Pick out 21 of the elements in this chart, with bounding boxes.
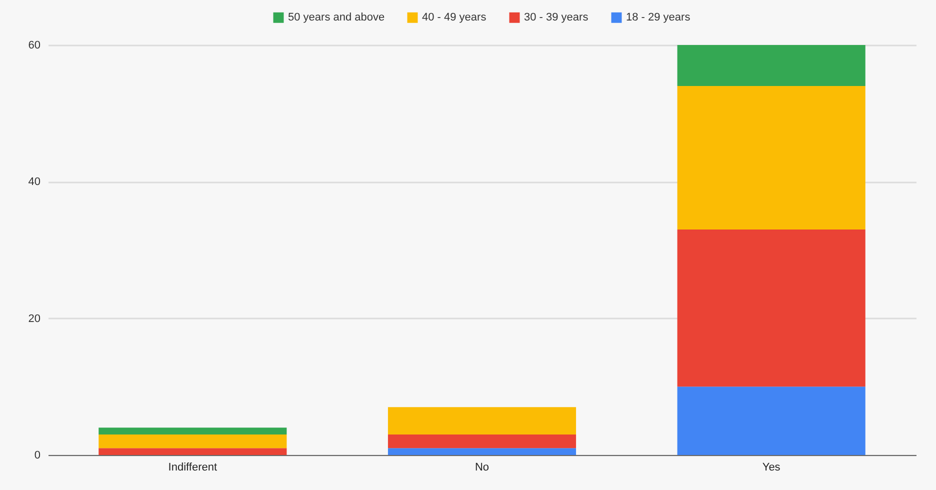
- bar: [677, 45, 866, 86]
- legend-label: 40 - 49 years: [422, 12, 487, 24]
- x-tick-label: Indifferent: [168, 462, 218, 474]
- y-tick-label: 20: [28, 312, 40, 325]
- bar: [98, 428, 287, 434]
- legend-label: 50 years and above: [288, 12, 385, 24]
- y-tick-label: 60: [28, 40, 40, 52]
- y-tick-label: 40: [28, 176, 40, 188]
- y-tick-label: 0: [34, 450, 40, 462]
- bar: [98, 448, 287, 455]
- bar: [677, 230, 866, 387]
- bar: [388, 434, 576, 448]
- x-tick-label: No: [474, 462, 490, 474]
- bar: [677, 86, 866, 230]
- x-tick-label: Yes: [762, 462, 781, 474]
- legend-label: 18 - 29 years: [626, 12, 691, 24]
- legend-label: 30 - 39 years: [524, 12, 589, 24]
- bar: [388, 448, 576, 455]
- bar: [677, 386, 866, 455]
- bar: [98, 434, 287, 448]
- bar: [388, 407, 576, 434]
